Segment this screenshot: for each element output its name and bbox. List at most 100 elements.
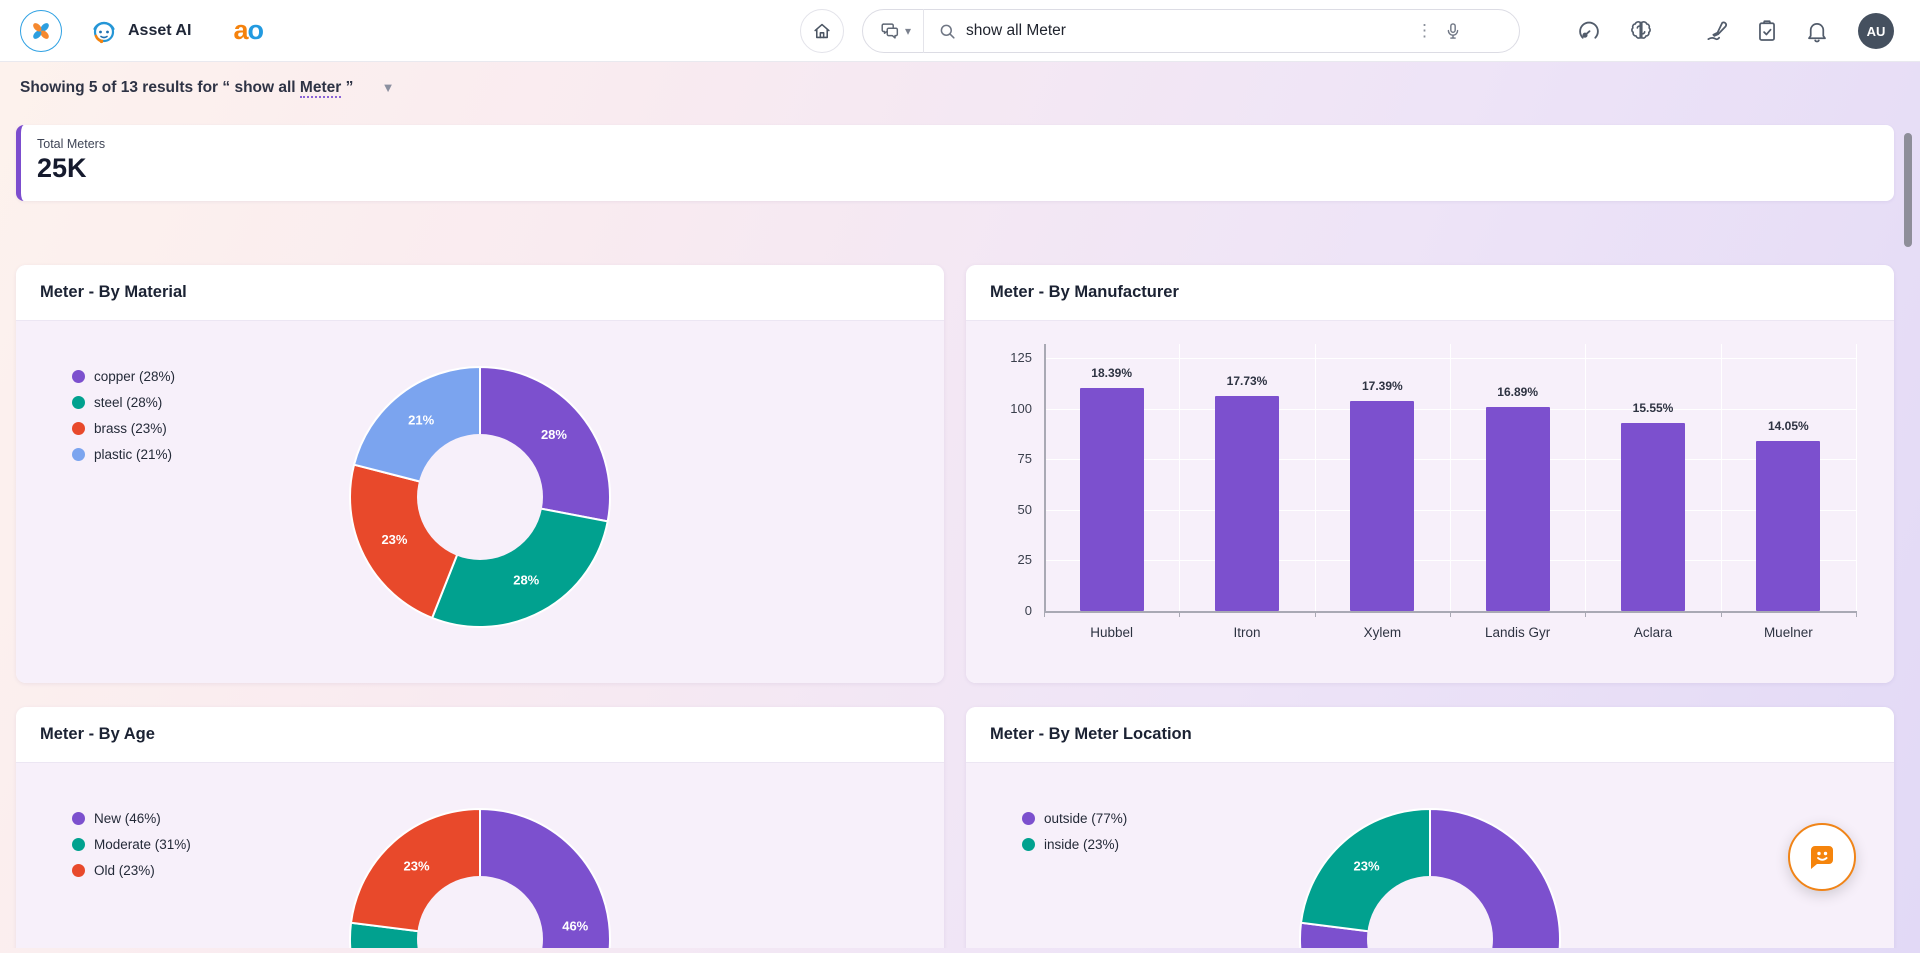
search-mode-selector[interactable]: ▾ <box>863 10 923 52</box>
donut-hole <box>417 434 543 560</box>
total-meters-card: Total Meters 25K <box>16 125 1894 201</box>
bar-hubbel[interactable] <box>1079 388 1144 611</box>
card-title: Meter - By Material <box>40 283 187 301</box>
bar-value-label: 14.05% <box>1767 418 1809 433</box>
feedback-chat-button[interactable] <box>1788 823 1856 891</box>
kpi-label: Total Meters <box>37 137 106 151</box>
x-axis-tick <box>1720 611 1722 617</box>
legend-label: copper (28%) <box>94 369 176 384</box>
v-gridline <box>1314 344 1316 611</box>
bell-icon <box>1808 22 1826 43</box>
donut-chart-age: New (46%) Moderate (31%) Old (23%) 46%31%23… <box>16 763 944 948</box>
home-button[interactable] <box>800 9 844 53</box>
voice-search-button[interactable] <box>1443 21 1463 41</box>
legend-dot <box>72 396 85 409</box>
notifications-button[interactable] <box>1804 18 1830 44</box>
legend-label: steel (28%) <box>94 395 163 410</box>
card-title: Meter - By Manufacturer <box>990 283 1179 301</box>
bar-value-label: 17.73% <box>1226 374 1268 389</box>
donut-chart: 77%23% <box>1299 808 1561 948</box>
asset-ai-logo-icon <box>93 21 115 43</box>
legend-item-steel[interactable]: steel (28%) <box>72 395 175 410</box>
bar-aclara[interactable] <box>1621 422 1685 611</box>
legend-item-outside[interactable]: outside (77%) <box>1022 811 1127 826</box>
vertical-scrollbar-thumb[interactable] <box>1904 133 1912 247</box>
pinwheel-icon <box>33 22 49 39</box>
legend-dot <box>72 838 85 851</box>
x-axis-category-label: Itron <box>1233 625 1261 640</box>
app-launcher-button[interactable] <box>20 9 62 52</box>
legend-item-new[interactable]: New (46%) <box>72 811 191 826</box>
legend-dot <box>1022 812 1035 825</box>
card-meter-by-location: Meter - By Meter Location outside (77%) i… <box>966 707 1894 948</box>
x-axis-category-label: Hubbel <box>1090 625 1134 640</box>
bar-chart-manufacturer: 0 25 50 75 100 125 18.39% Hubbel 17.73% Itron 17.3… <box>966 321 1894 683</box>
bar-itron[interactable] <box>1215 396 1279 611</box>
x-axis-category-label: Landis Gyr <box>1485 625 1551 640</box>
x-axis-category-label: Xylem <box>1363 625 1402 640</box>
legend-item-plastic[interactable]: plastic (21%) <box>72 447 175 462</box>
y-axis-tick-label: 0 <box>1024 603 1032 618</box>
charts-grid: Meter - By Material copper (28%) steel (2… <box>16 265 1894 948</box>
app-header: Asset AI ao ▾ ⋮ <box>0 0 1920 62</box>
slice-percentage-label: 28% <box>541 427 567 442</box>
x-axis-tick <box>1450 611 1451 617</box>
results-summary: Showing 5 of 13 results for “ show all M… <box>20 79 395 98</box>
results-dropdown-caret-icon[interactable]: ▼ <box>381 80 395 95</box>
signature-button[interactable] <box>1704 18 1730 44</box>
v-gridline <box>1585 344 1587 611</box>
results-keyword[interactable]: Meter <box>299 79 342 98</box>
home-icon <box>814 23 830 39</box>
donut-chart-location: outside (77%) inside (23%) 77%23% <box>966 763 1894 948</box>
slice-percentage-label: 23% <box>381 532 407 547</box>
ai-assistant-button[interactable] <box>1628 18 1654 44</box>
chart-legend: New (46%) Moderate (31%) Old (23%) <box>72 811 191 878</box>
legend-label: New (46%) <box>94 811 161 826</box>
legend-item-copper[interactable]: copper (28%) <box>72 369 175 384</box>
legend-dot <box>1022 838 1035 851</box>
donut-chart: 46%31%23% <box>349 808 611 948</box>
card-title: Meter - By Age <box>40 725 155 743</box>
legend-label: outside (77%) <box>1044 811 1128 826</box>
card-meter-by-age: Meter - By Age New (46%) Moderate (31%) Ol… <box>16 707 944 948</box>
bar-landis-gyr[interactable] <box>1485 406 1550 611</box>
search-options-kebab-icon[interactable]: ⋮ <box>1416 21 1434 40</box>
bar-value-label: 17.39% <box>1361 378 1403 393</box>
donut-chart-material: copper (28%) steel (28%) brass (23%) plasti… <box>16 321 944 683</box>
legend-item-moderate[interactable]: Moderate (31%) <box>72 837 191 852</box>
x-axis-tick <box>1044 611 1045 617</box>
v-gridline <box>1450 344 1451 611</box>
microphone-icon <box>1447 23 1459 39</box>
usage-gauge-button[interactable] <box>1576 18 1602 44</box>
ao-logo[interactable]: ao <box>233 15 264 45</box>
slice-percentage-label: 21% <box>408 413 434 428</box>
chat-bubbles-icon <box>881 23 899 39</box>
x-axis-category-label: Muelner <box>1763 625 1813 640</box>
search-icon <box>940 24 955 39</box>
results-close-quote: ” <box>345 79 354 96</box>
bar-muelner[interactable] <box>1756 440 1821 611</box>
slice-percentage-label: 23% <box>403 858 429 873</box>
x-axis-tick <box>1179 611 1181 617</box>
user-avatar[interactable]: AU <box>1858 13 1894 49</box>
asset-ai-brand[interactable]: Asset AI <box>88 15 191 47</box>
x-axis-tick <box>1585 611 1587 617</box>
y-axis-tick-label: 25 <box>1017 552 1032 568</box>
legend-dot <box>72 812 85 825</box>
divider <box>923 9 925 53</box>
x-axis-tick <box>1314 611 1316 617</box>
gauge-icon <box>1579 21 1599 39</box>
search-input[interactable] <box>966 22 1407 40</box>
bar-xylem[interactable] <box>1350 400 1415 611</box>
tasks-button[interactable] <box>1754 18 1780 44</box>
legend-item-brass[interactable]: brass (23%) <box>72 421 175 436</box>
legend-item-old[interactable]: Old (23%) <box>72 863 191 878</box>
legend-item-inside[interactable]: inside (23%) <box>1022 837 1127 852</box>
chart-legend: copper (28%) steel (28%) brass (23%) plasti… <box>72 369 175 462</box>
card-title: Meter - By Meter Location <box>990 725 1192 743</box>
card-meter-by-manufacturer: Meter - By Manufacturer 0 25 50 75 100 125 18.… <box>966 265 1894 683</box>
pen-signature-icon <box>1707 21 1727 41</box>
legend-dot <box>72 448 85 461</box>
clipboard-check-icon <box>1759 20 1775 41</box>
legend-label: Moderate (31%) <box>94 837 191 852</box>
